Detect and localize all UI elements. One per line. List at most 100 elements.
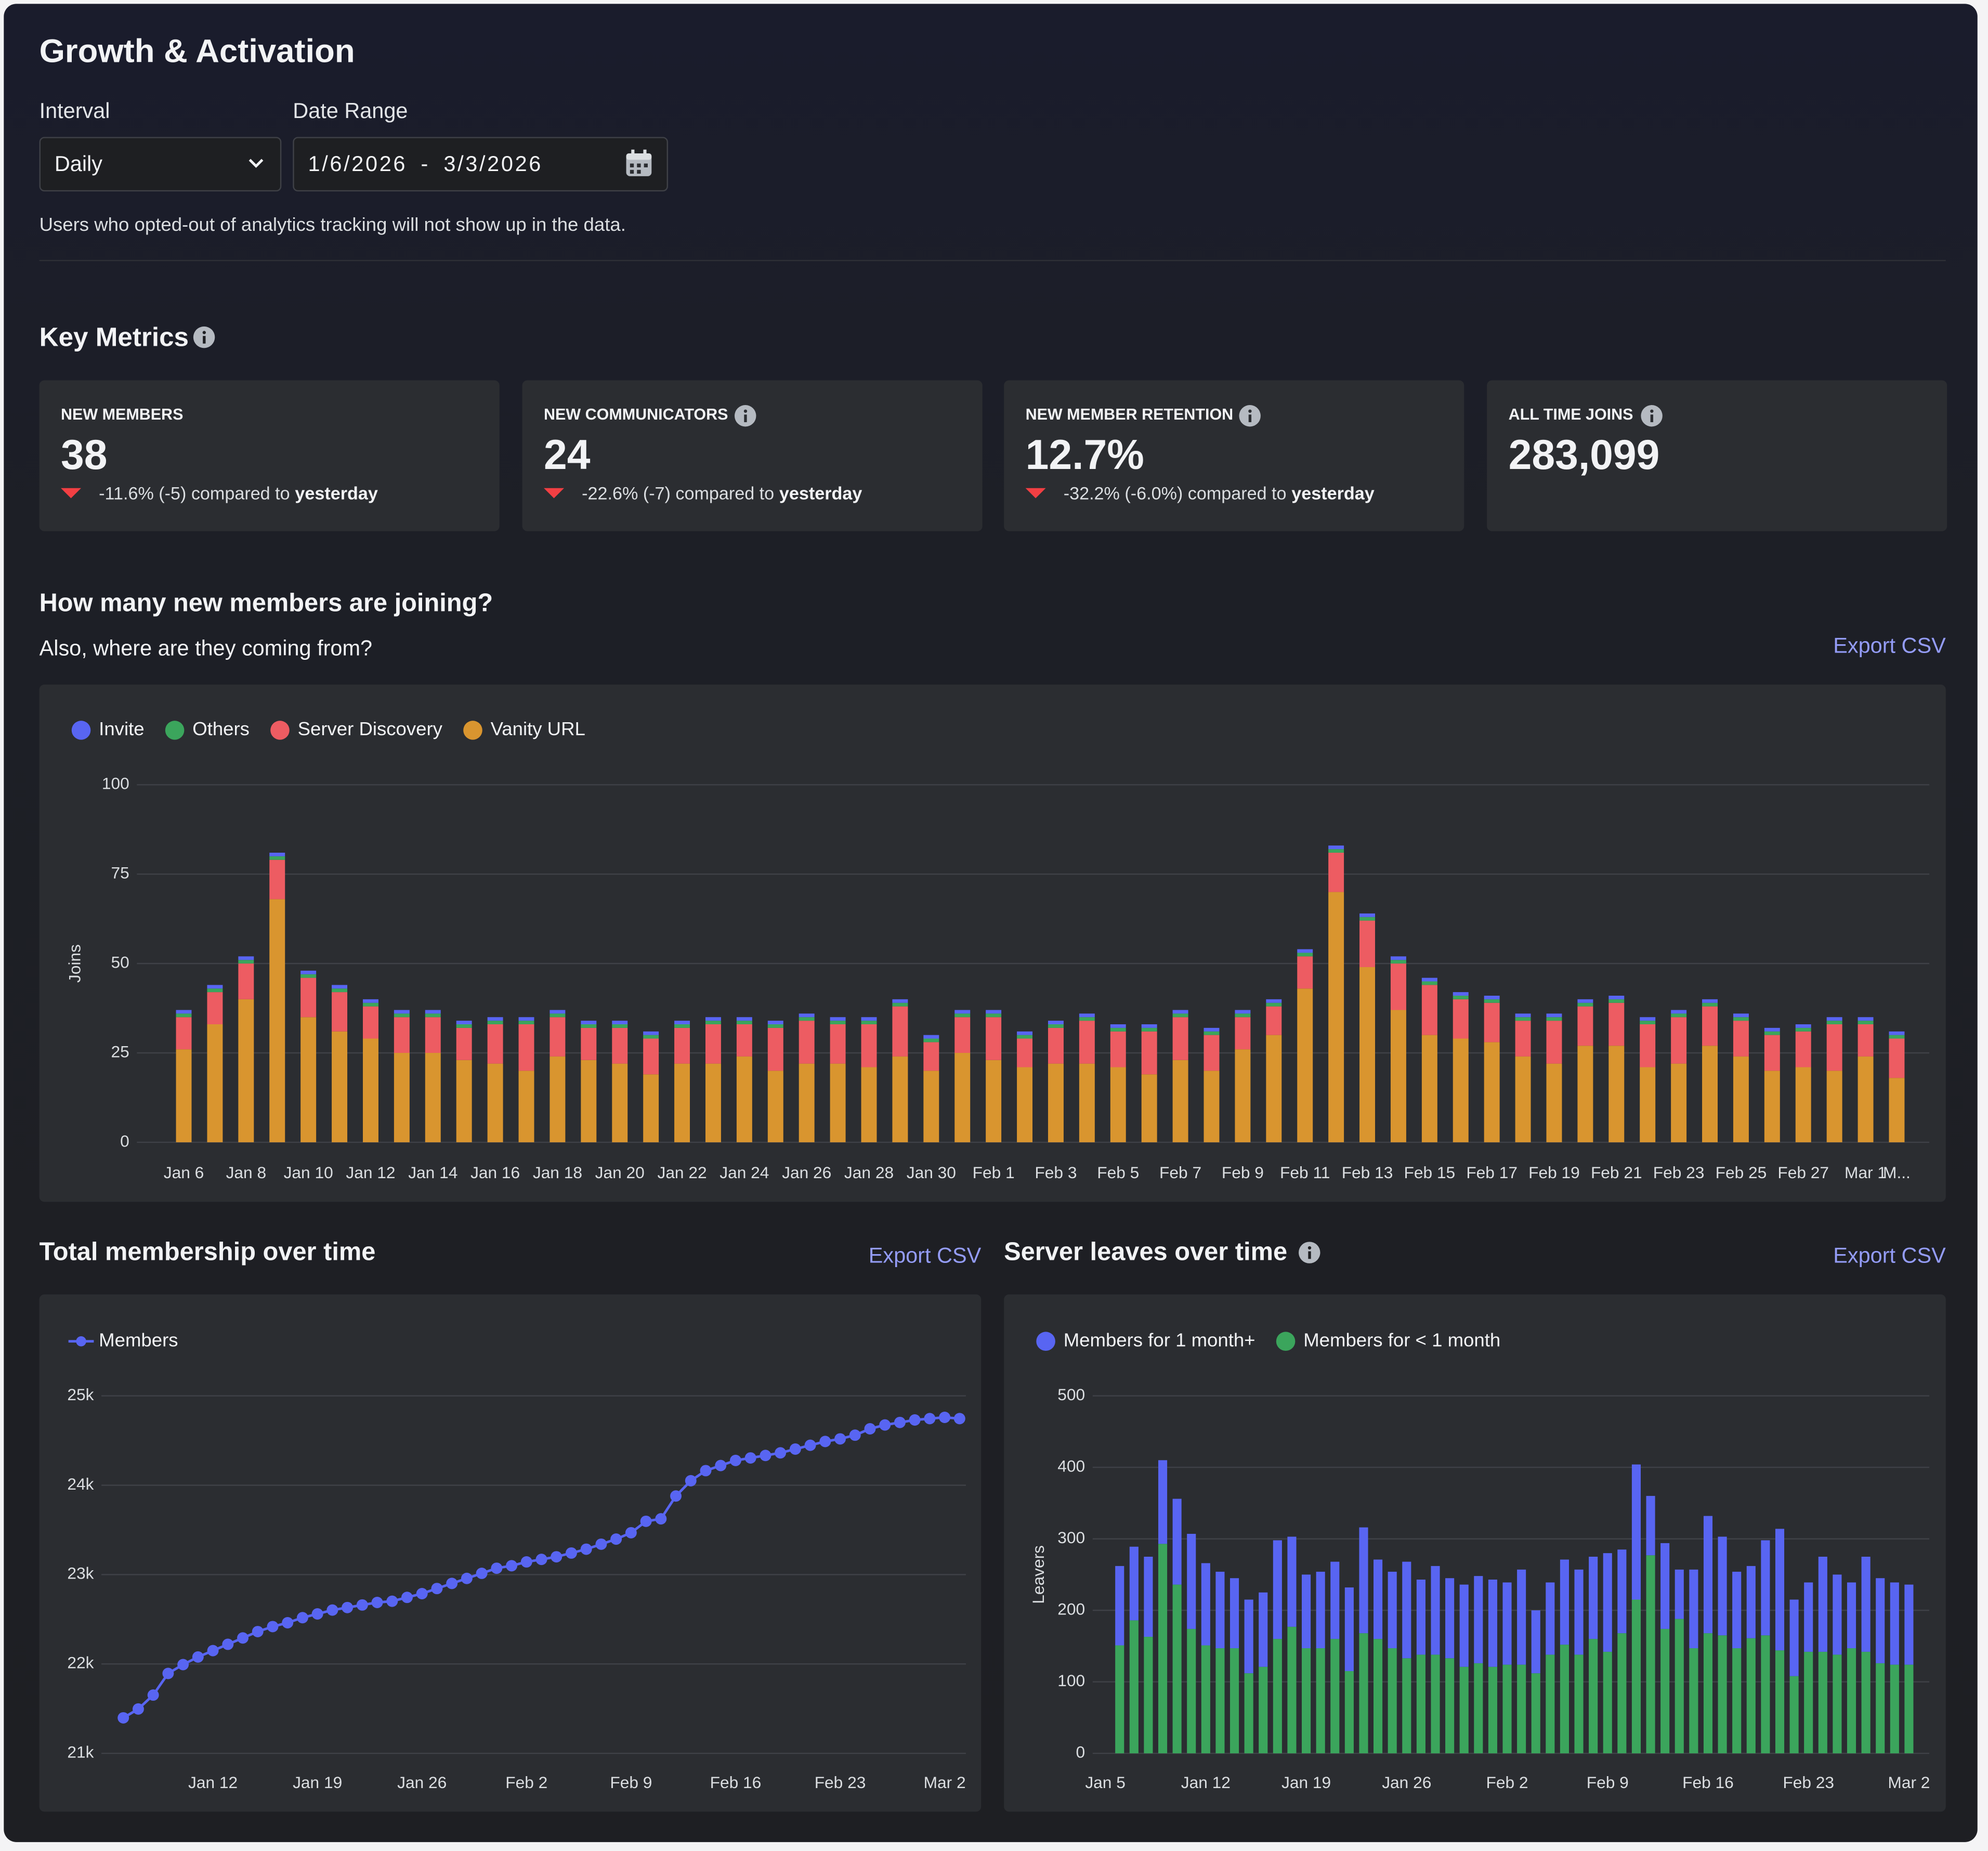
- point: [924, 1413, 936, 1425]
- info-icon[interactable]: [193, 326, 216, 349]
- info-icon[interactable]: [734, 405, 757, 427]
- info-icon[interactable]: [1298, 1241, 1321, 1264]
- bar-segment: [1187, 1628, 1196, 1754]
- bar-segment: [1144, 1637, 1153, 1754]
- info-icon[interactable]: [1640, 405, 1663, 427]
- bar-segment: [1733, 1021, 1749, 1057]
- bar-segment: [1287, 1536, 1297, 1627]
- section-title: Key Metrics: [39, 323, 189, 353]
- bar-segment: [1546, 1021, 1562, 1064]
- bar-segment: [799, 1017, 815, 1021]
- bar-segment: [1671, 1013, 1687, 1018]
- bar-segment: [1631, 1599, 1641, 1754]
- bar-segment: [643, 1038, 659, 1075]
- bar-segment: [1876, 1578, 1885, 1663]
- bar-segment: [269, 859, 285, 900]
- export-csv[interactable]: Export CSV: [1833, 634, 1946, 658]
- point: [729, 1454, 741, 1466]
- bar-segment: [1453, 992, 1469, 996]
- bar-segment: [1703, 1516, 1713, 1634]
- bar-segment: [1144, 1556, 1153, 1637]
- bar-segment: [705, 1021, 721, 1024]
- x-tick-label: Jan 26: [1382, 1773, 1431, 1792]
- legend-marker: [1036, 1332, 1055, 1351]
- bar-segment: [1876, 1663, 1885, 1754]
- y-tick-label: 400: [1057, 1456, 1085, 1475]
- bar-segment: [1702, 1046, 1718, 1142]
- bar-segment: [1453, 999, 1469, 1039]
- export-csv[interactable]: Export CSV: [1833, 1243, 1946, 1268]
- bar-segment: [1316, 1648, 1325, 1754]
- bar-segment: [1560, 1559, 1569, 1645]
- section-title: How many new members are joining?: [39, 589, 493, 618]
- bar-segment: [1079, 1017, 1095, 1021]
- bar-segment: [923, 1071, 939, 1142]
- bar-segment: [1574, 1569, 1584, 1655]
- metric-card: NEW MEMBERS 38 -11.6% (-5) compared to ye…: [39, 380, 500, 531]
- bar-segment: [1589, 1639, 1598, 1754]
- bar-segment: [1761, 1635, 1770, 1754]
- bar-segment: [1764, 1071, 1780, 1142]
- export-csv[interactable]: Export CSV: [868, 1243, 982, 1268]
- bar-segment: [1141, 1027, 1157, 1032]
- bar-segment: [1204, 1031, 1220, 1035]
- date-end[interactable]: 3/3/2026: [443, 152, 543, 176]
- bar-segment: [1608, 1002, 1625, 1046]
- bar-segment: [892, 999, 908, 1003]
- bar-segment: [425, 1017, 441, 1053]
- bar-segment: [1889, 1035, 1905, 1039]
- info-icon[interactable]: [1238, 405, 1261, 427]
- bar-segment: [487, 1024, 503, 1064]
- bar-segment: [674, 1063, 690, 1142]
- bar-segment: [1158, 1460, 1168, 1544]
- bar-segment: [456, 1060, 472, 1142]
- bar-segment: [394, 1017, 410, 1053]
- bar-segment: [425, 1013, 441, 1018]
- metric-value: 38: [61, 431, 108, 478]
- legend-label: Server Discovery: [298, 718, 443, 739]
- bar-segment: [1421, 977, 1437, 982]
- bar-segment: [1297, 988, 1313, 1142]
- bar-segment: [612, 1024, 628, 1028]
- point: [520, 1556, 532, 1568]
- bar-segment: [1297, 956, 1313, 989]
- y-tick-label: 25: [111, 1042, 129, 1061]
- x-tick-label: Feb 9: [1587, 1773, 1629, 1792]
- bar-segment: [1560, 1645, 1569, 1754]
- bar-segment: [581, 1024, 597, 1028]
- date-start[interactable]: 1/6/2026: [308, 152, 408, 176]
- point: [491, 1562, 503, 1574]
- bar-segment: [612, 1021, 628, 1024]
- point: [237, 1632, 248, 1644]
- change-text: -11.6% (-5) compared to: [99, 483, 290, 504]
- bar-segment: [1617, 1633, 1627, 1754]
- bar-segment: [518, 1024, 534, 1071]
- x-tick-label: Jan 19: [293, 1773, 342, 1792]
- bar-segment: [1204, 1027, 1220, 1032]
- bar-segment: [1230, 1578, 1239, 1649]
- calendar-icon[interactable]: [624, 148, 655, 179]
- change-text: -22.6% (-7) compared to: [582, 483, 775, 504]
- bar-segment: [1172, 1498, 1182, 1585]
- bar-segment: [1421, 1035, 1437, 1142]
- bar-segment: [1671, 1017, 1687, 1064]
- legend-marker: [463, 721, 482, 740]
- legend-marker: [76, 1336, 86, 1347]
- point: [894, 1416, 906, 1428]
- point: [655, 1513, 667, 1525]
- x-tick-label: Feb 15: [1404, 1163, 1456, 1182]
- bar-segment: [1048, 1063, 1064, 1142]
- point: [117, 1712, 129, 1724]
- date-range-input[interactable]: 1/6/2026 - 3/3/2026: [293, 137, 668, 192]
- point: [431, 1583, 443, 1595]
- bar-segment: [1172, 1584, 1182, 1754]
- bar-segment: [1764, 1031, 1780, 1035]
- y-tick-label: 24k: [67, 1475, 94, 1493]
- point: [356, 1599, 368, 1611]
- bar-segment: [1302, 1574, 1311, 1649]
- membership-chart: 21k 22k 23k 24k 25k Jan 12 Jan 19 Jan 26 Feb 2 Fe…: [39, 1294, 982, 1812]
- x-tick-label: Feb 23: [815, 1773, 866, 1792]
- bar-segment: [1671, 1063, 1687, 1142]
- bar-segment: [923, 1038, 939, 1042]
- interval-select[interactable]: Daily: [39, 137, 282, 192]
